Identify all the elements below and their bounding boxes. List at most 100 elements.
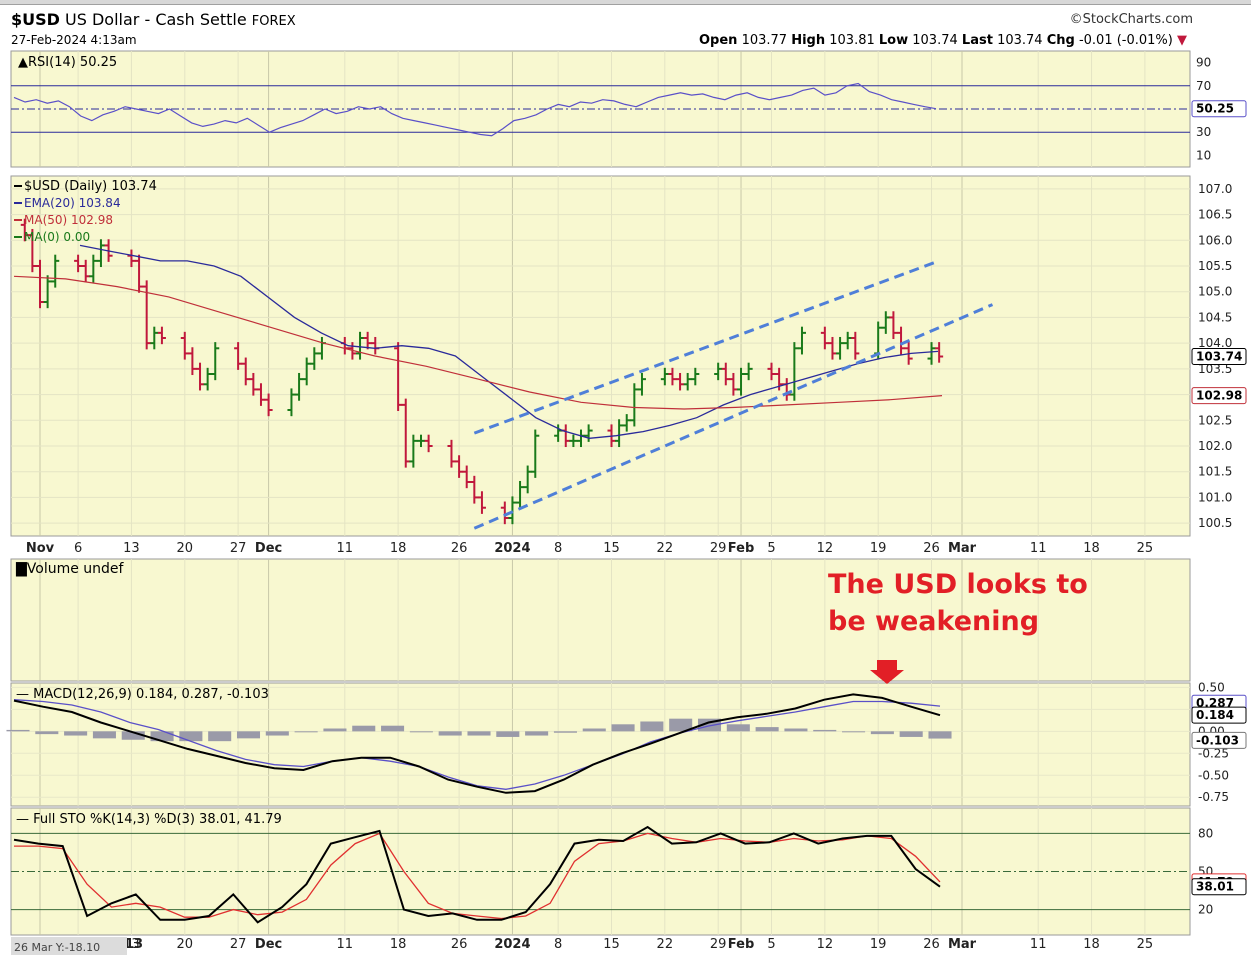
down-arrow-annotation-icon — [870, 660, 904, 684]
macd-histogram-bar — [64, 731, 88, 736]
rsi-tick: 10 — [1196, 148, 1211, 162]
macd-value-label: 0.184 — [1196, 708, 1234, 722]
x-tick-label: 27 — [230, 541, 247, 556]
macd-histogram-bar — [813, 729, 837, 732]
macd-histogram-bar — [92, 731, 116, 739]
chg-label: Chg — [1046, 33, 1075, 48]
x-tick-label: Nov — [26, 541, 55, 556]
x-tick-label-bottom: 11 — [337, 937, 354, 952]
channel-lower-line — [473, 303, 994, 530]
exchange: FOREX — [251, 14, 296, 29]
macd-histogram-bar — [323, 728, 347, 732]
macd-value-label-box — [1191, 706, 1247, 724]
macd-tick: -0.25 — [1198, 746, 1229, 760]
macd-histogram-bar — [438, 731, 462, 736]
sto-k-label: 38.01 — [1196, 880, 1234, 894]
price-tick: 101.0 — [1198, 490, 1232, 504]
sto-k-label-box — [1191, 878, 1247, 896]
ma50-line — [13, 275, 943, 410]
macd-histogram-bar — [726, 724, 750, 732]
macd-histogram-bar — [525, 731, 549, 736]
macd-histogram-bar — [669, 718, 693, 732]
x-tick-label: 15 — [603, 541, 620, 556]
sto-tick: 20 — [1198, 903, 1213, 917]
corner-note: 26 Mar Y:-18.10 — [14, 941, 100, 954]
x-tick-label: 18 — [1083, 541, 1100, 556]
x-tick-label-bottom: 20 — [177, 937, 194, 952]
macd-histogram-bar — [381, 725, 405, 732]
copyright-icon: © — [1069, 12, 1083, 27]
x-tick-label-bottom: 2024 — [494, 937, 530, 952]
macd-hist-label: -0.103 — [1196, 733, 1239, 747]
chart-datetime: 27-Feb-2024 4:13am — [11, 33, 137, 47]
sto-k-line — [13, 825, 941, 924]
macd-histogram-bar — [755, 727, 779, 732]
x-tick-label: 11 — [1030, 541, 1047, 556]
volume-title: ▇Volume undef — [15, 561, 125, 577]
x-tick-label: 5 — [767, 541, 775, 556]
x-tick-label-bottom: 26 — [451, 937, 468, 952]
macd-histogram-bar — [294, 731, 318, 733]
x-tick-label-bottom: 25 — [1137, 937, 1154, 952]
corner-note-bg — [11, 937, 127, 955]
brand: ©StockCharts.com — [1070, 12, 1193, 27]
macd-histogram-bar — [640, 721, 664, 732]
x-tick-label: 12 — [817, 541, 834, 556]
price-tick: 104.0 — [1198, 336, 1232, 350]
macd-tick: 0.50 — [1198, 680, 1225, 694]
open-value: 103.77 — [741, 33, 788, 48]
x-tick-label-bottom: Mar — [948, 937, 977, 952]
macd-histogram-bar — [236, 731, 261, 739]
down-arrow-icon: ▼ — [1177, 33, 1187, 48]
x-tick-label-bottom: 27 — [230, 937, 247, 952]
panel-price — [10, 175, 1191, 537]
x-tick-label: 2024 — [494, 541, 530, 556]
price-tick: 104.5 — [1198, 310, 1232, 324]
quote-line: Open 103.77 High 103.81 Low 103.74 Last … — [699, 33, 1187, 48]
price-tick: 101.5 — [1198, 465, 1232, 479]
x-tick-label-bottom: 18 — [390, 937, 407, 952]
x-tick-label: 19 — [870, 541, 887, 556]
x-tick-label-bottom: 26 — [923, 937, 940, 952]
macd-histogram-bar — [121, 731, 145, 740]
annotation-text: The USD looks to be weakening — [828, 566, 1088, 640]
macd-histogram-bar — [842, 731, 866, 733]
window-top-strip — [0, 0, 1251, 5]
macd-histogram-bar — [409, 731, 433, 733]
price-tick: 106.0 — [1198, 233, 1232, 247]
macd-histogram-bar — [35, 731, 59, 735]
x-tick-label: 13 — [123, 541, 140, 556]
x-tick-label: Dec — [255, 541, 282, 556]
sto-tick: 80 — [1198, 826, 1213, 840]
last-label: Last — [961, 33, 993, 48]
rsi-last-label-box — [1191, 100, 1247, 118]
rsi-tick: 90 — [1196, 56, 1211, 70]
price-tick: 103.5 — [1198, 362, 1232, 376]
macd-title: — MACD(12,26,9) 0.184, 0.287, -0.103 — [16, 687, 269, 702]
sto-d-line — [14, 832, 941, 920]
rsi-tick: 30 — [1196, 125, 1211, 139]
x-tick-label: 26 — [451, 541, 468, 556]
price-tick: 105.0 — [1198, 285, 1232, 299]
x-tick-label: 20 — [177, 541, 194, 556]
legend-entry: EMA(20) 103.84 — [24, 196, 121, 210]
legend-entry: MA(50) 102.98 — [24, 213, 113, 227]
x-tick-label: 29 — [710, 541, 727, 556]
x-tick-label: 18 — [390, 541, 407, 556]
instrument-name: US Dollar - Cash Settle — [65, 10, 247, 29]
x-tick-label-bottom: 13 — [123, 937, 140, 952]
macd-histogram-bar — [784, 728, 808, 732]
x-tick-label: Feb — [728, 541, 754, 556]
x-tick-label-bottom: Dec — [255, 937, 282, 952]
macd-histogram-bar — [6, 729, 30, 732]
panel-vol — [10, 558, 1191, 682]
macd-histogram-bar — [179, 731, 203, 742]
macd-hist-label-box — [1191, 731, 1247, 749]
price-tick: 106.5 — [1198, 208, 1232, 222]
chart-header-title: $USD US Dollar - Cash Settle FOREX — [11, 10, 296, 29]
channel-upper-line — [473, 259, 940, 435]
price-last-label: 103.74 — [1196, 350, 1242, 364]
macd-histogram-bar — [899, 731, 923, 737]
price-tick: 107.0 — [1198, 182, 1232, 196]
